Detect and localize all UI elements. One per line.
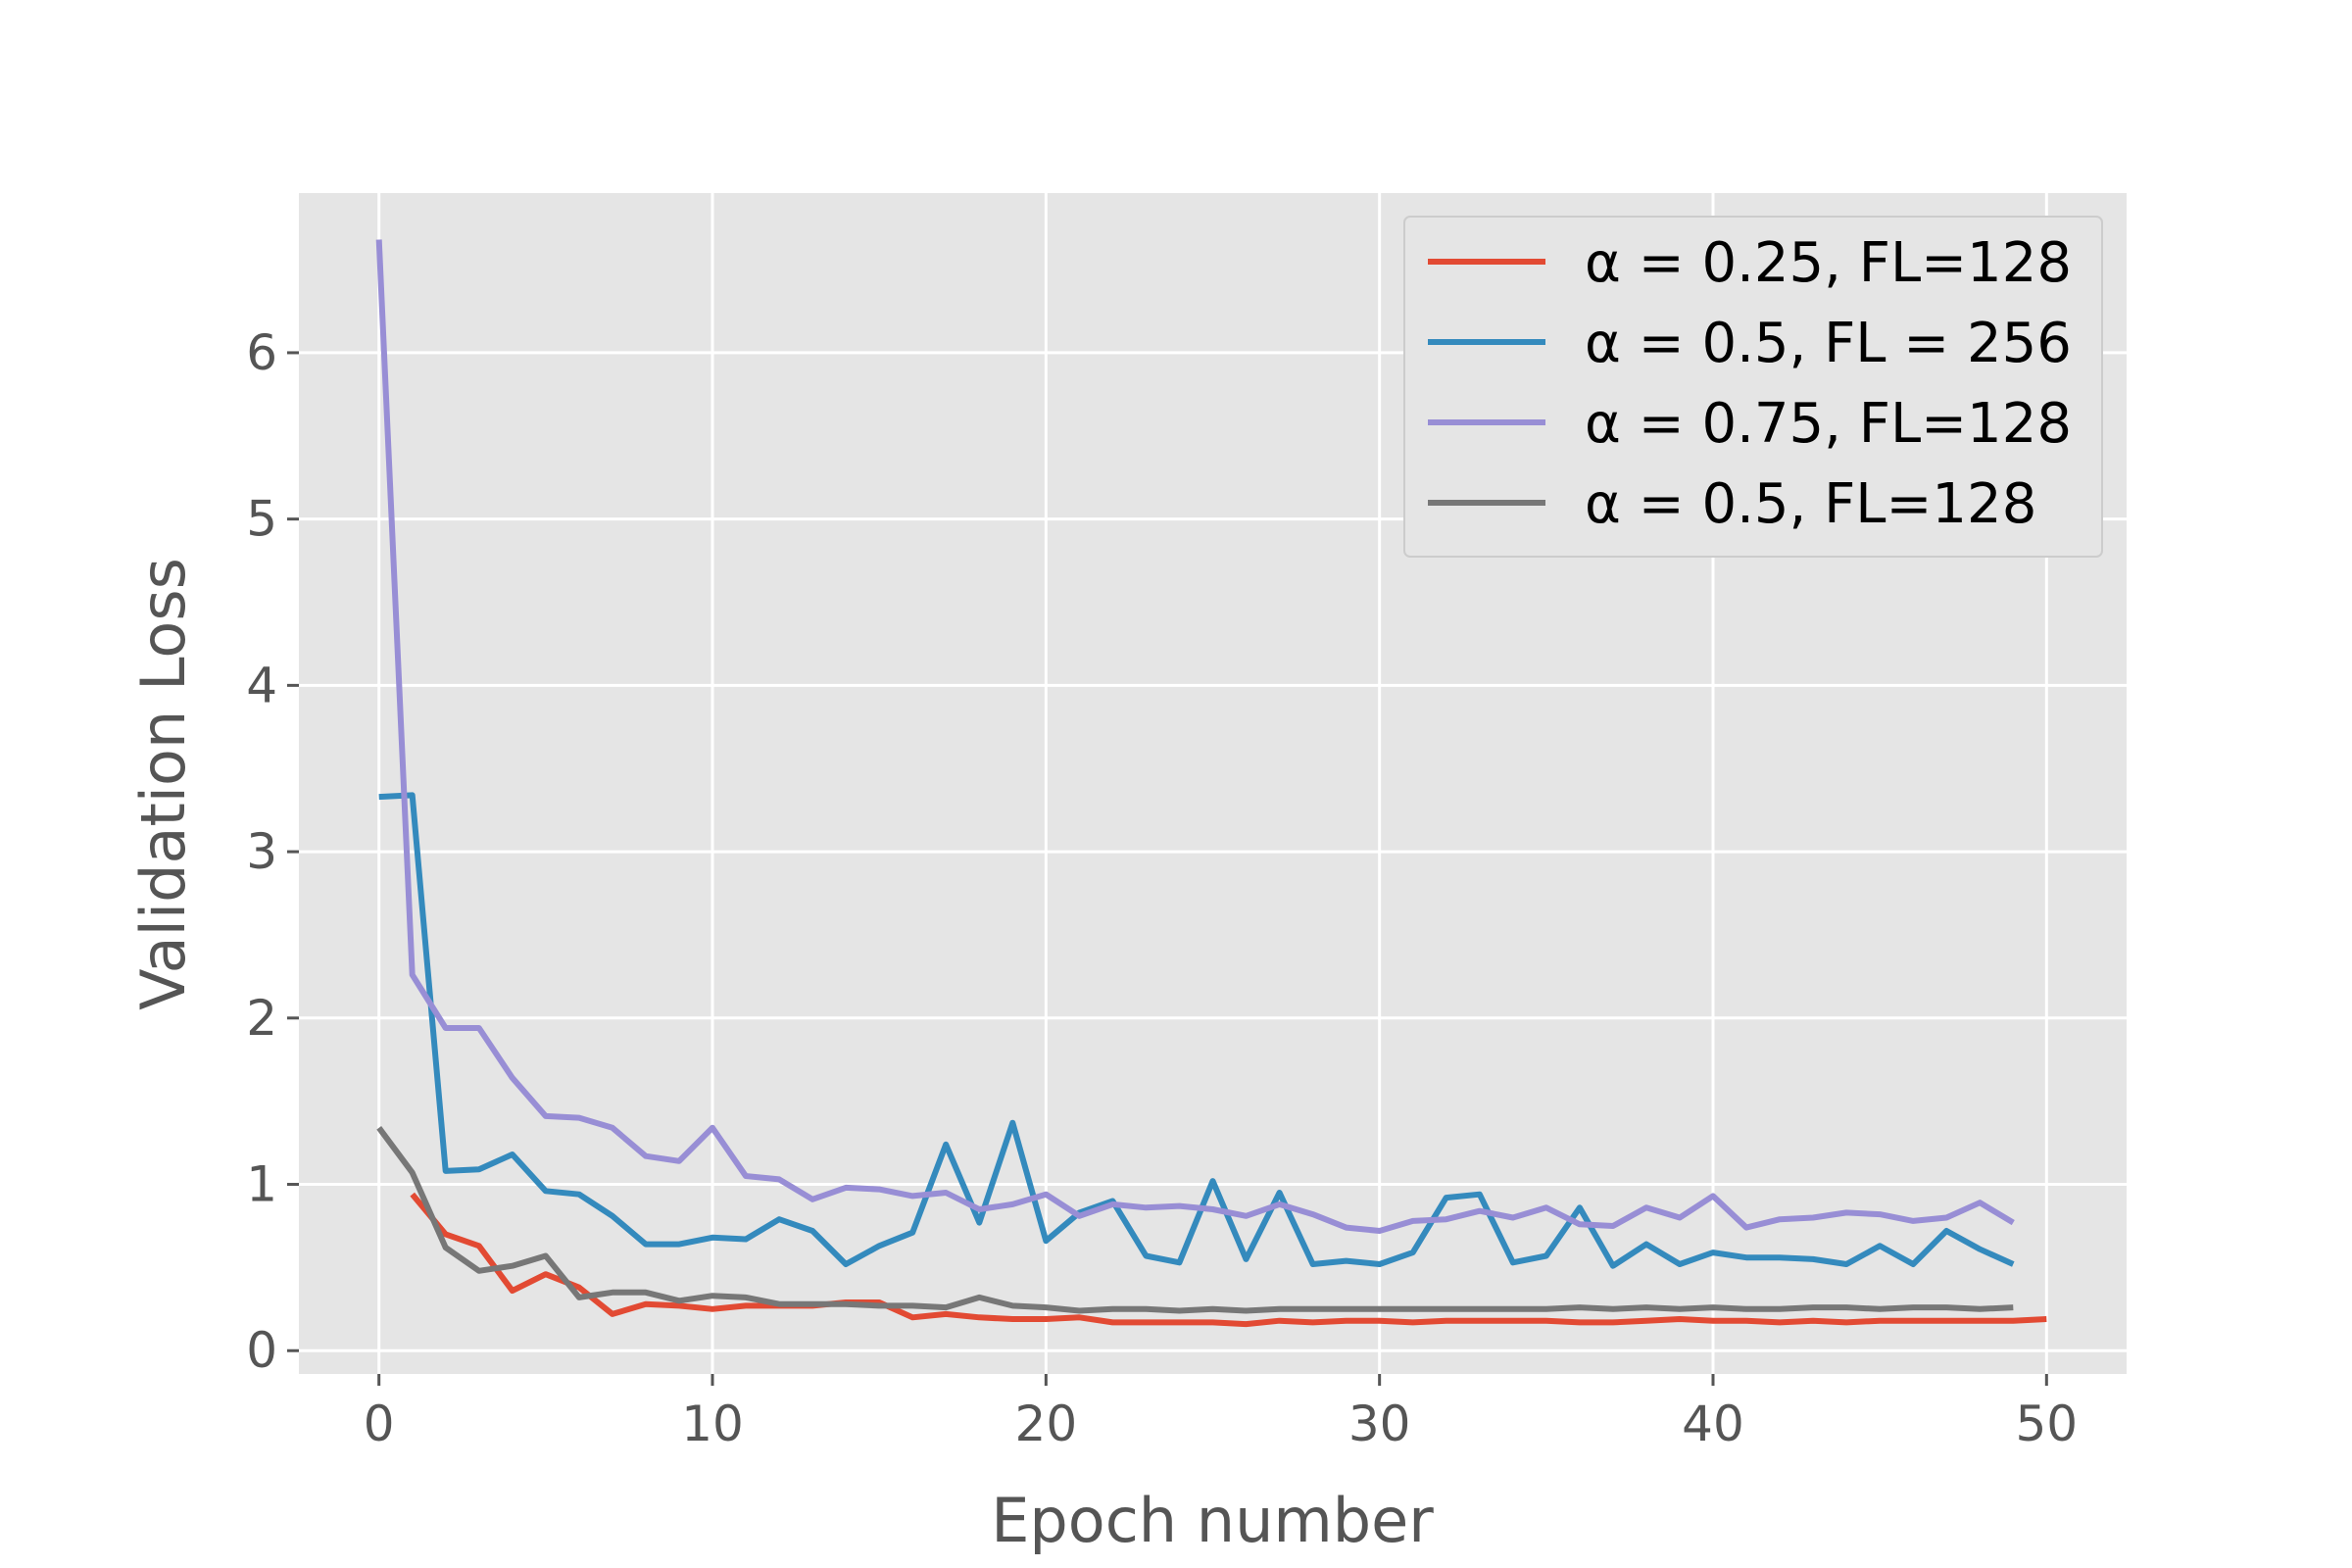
- x-tick-label: 0: [364, 1396, 395, 1452]
- x-axis-label: Epoch number: [991, 1485, 1434, 1556]
- grid: [299, 193, 2127, 1374]
- y-tick-label: 0: [246, 1322, 277, 1379]
- y-axis-label: Validation Loss: [127, 558, 199, 1010]
- legend-label: α = 0.5, FL=128: [1585, 472, 2036, 536]
- legend-label: α = 0.5, FL = 256: [1585, 312, 2072, 375]
- series-line-3: [375, 239, 2015, 1234]
- series-line-4: [376, 1126, 2014, 1314]
- y-tick-label: 5: [246, 491, 277, 548]
- series-line-2: [378, 792, 2015, 1269]
- y-tick-label: 3: [246, 823, 277, 880]
- x-tick-label: 30: [1348, 1396, 1411, 1452]
- legend-label: α = 0.25, FL=128: [1585, 231, 2072, 295]
- legend: α = 0.25, FL=128 α = 0.5, FL = 256 α = 0.7…: [1403, 216, 2103, 558]
- y-tick-label: 6: [246, 324, 277, 381]
- series-line-1: [410, 1192, 2047, 1328]
- axis-ticks: 0 10 20 30 40 50 0 1 2 3 4 5 6: [246, 324, 2078, 1452]
- x-tick-label: 10: [681, 1396, 744, 1452]
- series-group: [375, 239, 2047, 1328]
- x-tick-label: 40: [1682, 1396, 1744, 1452]
- x-tick-label: 50: [2016, 1396, 2079, 1452]
- y-tick-label: 4: [246, 657, 277, 713]
- legend-box: [1403, 216, 2103, 558]
- y-tick-label: 1: [246, 1156, 277, 1213]
- y-tick-label: 2: [246, 990, 277, 1047]
- legend-label: α = 0.75, FL=128: [1585, 392, 2072, 456]
- x-tick-label: 20: [1015, 1396, 1078, 1452]
